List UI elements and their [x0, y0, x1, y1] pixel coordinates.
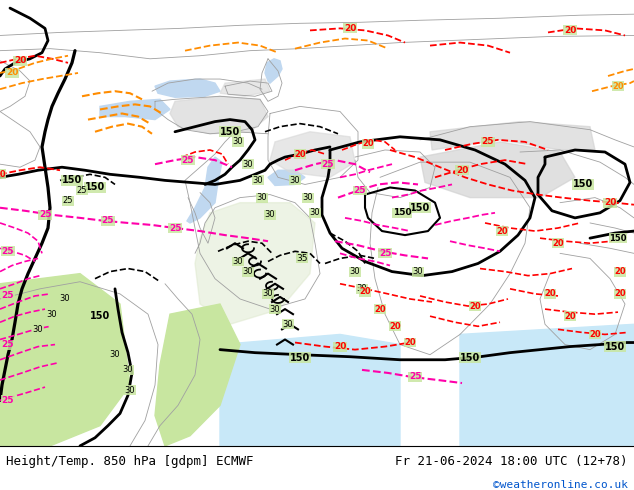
Polygon shape: [265, 59, 282, 83]
Text: 20: 20: [604, 198, 616, 207]
Text: 150: 150: [410, 203, 430, 213]
Text: 20: 20: [552, 239, 564, 248]
Text: 30: 30: [302, 193, 313, 202]
Polygon shape: [268, 170, 305, 185]
Text: 150: 150: [220, 127, 240, 137]
Text: Fr 21-06-2024 18:00 UTC (12+78): Fr 21-06-2024 18:00 UTC (12+78): [395, 455, 628, 468]
Text: 20: 20: [614, 290, 626, 298]
Text: 30: 30: [233, 257, 243, 266]
Text: 20: 20: [359, 287, 371, 296]
Text: 25: 25: [409, 372, 421, 382]
Text: 25: 25: [2, 292, 14, 300]
Text: 25: 25: [354, 186, 366, 195]
Polygon shape: [170, 96, 268, 134]
Text: ©weatheronline.co.uk: ©weatheronline.co.uk: [493, 480, 628, 490]
Text: 30: 30: [243, 267, 254, 276]
Text: 20: 20: [496, 226, 508, 236]
Text: 20: 20: [544, 290, 556, 298]
Polygon shape: [155, 79, 220, 98]
Polygon shape: [0, 273, 130, 446]
Text: 150: 150: [605, 342, 625, 352]
Text: 20: 20: [389, 322, 401, 331]
Text: 30: 30: [33, 325, 43, 334]
Text: 150: 150: [573, 179, 593, 190]
Text: 30: 30: [125, 386, 135, 394]
Text: 20: 20: [0, 170, 6, 179]
Polygon shape: [220, 334, 400, 446]
Text: 30: 30: [243, 160, 254, 169]
Text: 25: 25: [378, 249, 391, 258]
Text: 150: 150: [85, 182, 105, 193]
Text: 25: 25: [321, 160, 334, 169]
Text: 25: 25: [101, 217, 114, 225]
Text: 20: 20: [334, 342, 346, 351]
Polygon shape: [460, 324, 634, 446]
Text: 30: 30: [110, 350, 120, 359]
Text: 25: 25: [2, 396, 14, 405]
Text: 150: 150: [62, 175, 82, 185]
Text: 20: 20: [344, 24, 356, 33]
Text: 25: 25: [63, 196, 74, 205]
Text: 30: 30: [357, 284, 367, 294]
Text: 30: 30: [233, 137, 243, 147]
Text: 25: 25: [182, 156, 194, 165]
Text: 20: 20: [374, 305, 386, 314]
Polygon shape: [195, 203, 315, 324]
Text: 20: 20: [469, 301, 481, 311]
Polygon shape: [420, 142, 575, 197]
Text: 150: 150: [392, 208, 411, 218]
Text: 20: 20: [14, 56, 26, 65]
Text: 20: 20: [362, 139, 374, 148]
Text: 30: 30: [413, 267, 424, 276]
Text: 35: 35: [296, 254, 307, 263]
Polygon shape: [187, 157, 222, 223]
Text: 30: 30: [253, 176, 263, 185]
Polygon shape: [220, 79, 270, 96]
Text: 150: 150: [609, 234, 627, 243]
Text: 150: 150: [290, 353, 310, 363]
Text: 25: 25: [2, 340, 14, 349]
Text: 20: 20: [564, 26, 576, 35]
Text: 20: 20: [614, 267, 626, 276]
Text: 25: 25: [482, 137, 495, 147]
Text: 30: 30: [269, 305, 280, 314]
Text: 150: 150: [460, 353, 480, 363]
Polygon shape: [430, 122, 595, 150]
Text: 30: 30: [290, 176, 301, 185]
Text: 30: 30: [350, 267, 360, 276]
Text: 30: 30: [283, 320, 294, 329]
Text: 30: 30: [309, 208, 320, 218]
Text: 25: 25: [2, 247, 14, 256]
Text: 20: 20: [589, 330, 601, 339]
Text: 25: 25: [169, 223, 181, 233]
Text: 20: 20: [6, 69, 18, 77]
Text: 20: 20: [456, 166, 468, 175]
Text: 20: 20: [612, 82, 624, 91]
Text: 30: 30: [264, 210, 275, 220]
Text: 30: 30: [257, 193, 268, 202]
Text: 20: 20: [294, 149, 306, 159]
Text: 30: 30: [262, 290, 273, 298]
Polygon shape: [270, 132, 355, 177]
Text: Height/Temp. 850 hPa [gdpm] ECMWF: Height/Temp. 850 hPa [gdpm] ECMWF: [6, 455, 254, 468]
Text: 30: 30: [60, 294, 70, 303]
Text: 30: 30: [123, 366, 133, 374]
Polygon shape: [155, 304, 240, 446]
Polygon shape: [100, 99, 170, 120]
Text: 150: 150: [90, 311, 110, 321]
Text: 25: 25: [39, 210, 51, 220]
Text: 25: 25: [77, 186, 87, 195]
Text: 20: 20: [564, 312, 576, 320]
Text: 20: 20: [404, 338, 416, 347]
Text: 30: 30: [47, 310, 57, 318]
